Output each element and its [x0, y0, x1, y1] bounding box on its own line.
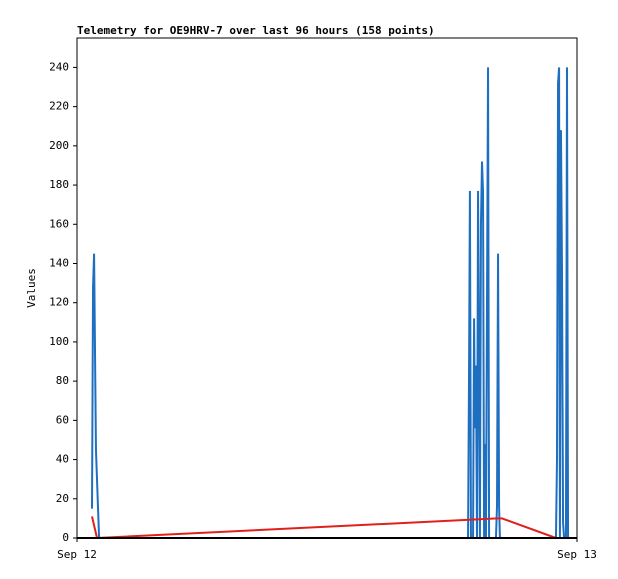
y-tick-label: 40 [56, 453, 69, 466]
y-tick-label: 60 [56, 413, 69, 426]
y-tick-label: 80 [56, 374, 69, 387]
x-tick-label: Sep 13 [557, 548, 597, 561]
y-tick-label: 200 [49, 139, 69, 152]
y-tick-label: 220 [49, 100, 69, 113]
y-tick-label: 160 [49, 217, 69, 230]
plot-frame [76, 37, 578, 539]
y-tick-label: 240 [49, 60, 69, 73]
x-tick-label: Sep 12 [57, 548, 97, 561]
series-line [91, 516, 557, 540]
series-line [91, 67, 570, 539]
y-tick-label: 120 [49, 296, 69, 309]
chart-title: Telemetry for OE9HRV-7 over last 96 hour… [77, 24, 435, 37]
y-tick-label: 100 [49, 335, 69, 348]
y-tick-label: 180 [49, 178, 69, 191]
y-axis-label: Values [25, 268, 38, 308]
y-tick-label: 140 [49, 256, 69, 269]
y-tick-label: 20 [56, 492, 69, 505]
y-tick-label: 0 [62, 531, 69, 544]
